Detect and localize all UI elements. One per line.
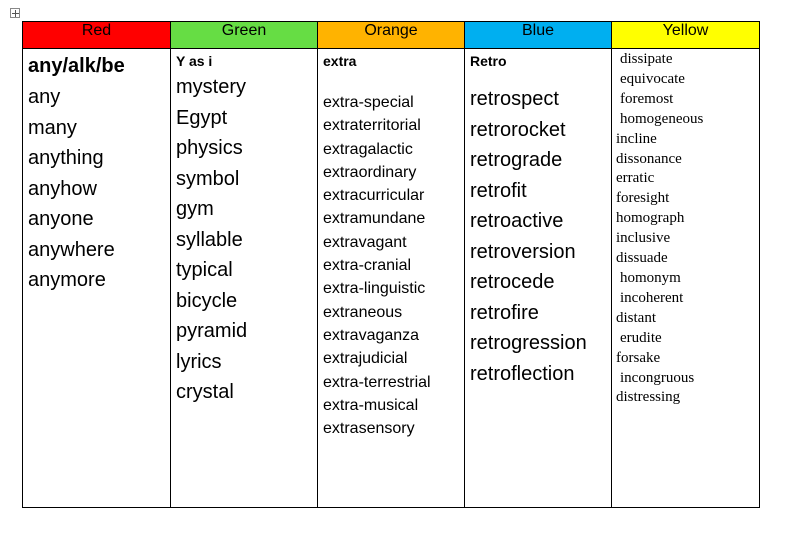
list-item: distressing [616,389,681,406]
list-item: extra-special [323,94,414,111]
green-heading: Y as i [176,53,213,69]
header-row: Red Green Orange Blue Yellow [22,21,760,49]
header-green: Green [170,21,318,49]
list-item: gym [176,198,214,220]
list-item: any [28,86,61,108]
list-item: anyhow [28,177,97,200]
list-item: retrofit [470,179,527,202]
list-item: retrofire [470,301,539,324]
list-item: pyramid [176,320,248,342]
list-item: extracurricular [323,187,425,205]
list-item: anymore [28,269,106,291]
list-item: incline [616,130,657,147]
list-item: lyrics [176,350,222,373]
list-item: anyone [28,208,94,230]
blue-heading: Retro [470,53,507,69]
list-item: erudite [620,329,662,346]
list-item: syllable [176,228,243,251]
list-item: extravagant [323,233,407,251]
list-item: distant [616,309,656,326]
red-heading: any/alk/be [28,55,125,77]
list-item: retroversion [470,240,576,263]
list-item: dissonance [616,150,682,167]
list-item: extra-linguistic [323,280,426,298]
list-item: erratic [616,170,655,187]
list-item: retrogression [470,332,587,354]
list-item: equivocate [620,70,685,87]
list-item: mystery [176,76,246,98]
list-item: dissipate [620,51,673,67]
list-item: extraordinary [323,163,417,181]
list-item: retrospect [470,88,559,110]
list-item: incongruous [620,369,695,386]
list-item: retroflection [470,362,575,385]
header-yellow: Yellow [611,21,760,49]
list-item: extrasensory [323,420,415,438]
list-item: extragalactic [323,140,413,158]
list-item: physics [176,137,243,159]
orange-column-cell: extra extra-special extraterritorial ext… [317,48,465,508]
list-item: dissuade [616,250,668,267]
list-item: foremost [620,90,674,107]
list-item: extravaganza [323,326,420,344]
list-item: incoherent [620,289,684,306]
list-item: anything [28,147,104,169]
red-column-cell: any/alk/be any many anything anyhow anyo… [22,48,171,508]
list-item: extramundane [323,210,426,228]
list-item: retrorocket [470,118,566,141]
list-item: extraneous [323,303,403,321]
header-red: Red [22,21,171,49]
list-item: Egypt [176,106,228,129]
list-item: extra-cranial [323,257,412,275]
list-item: inclusive [616,230,671,247]
yellow-column-cell: dissipate equivocate foremost homogeneou… [611,48,760,508]
list-item: homogeneous [620,110,704,127]
list-item: crystal [176,381,234,403]
list-item: retroactive [470,210,564,232]
list-item: extrajudicial [323,350,408,368]
list-item: extra-musical [323,396,419,414]
list-item: foresight [616,190,670,207]
word-color-table: Red Green Orange Blue Yellow any/alk/be … [22,21,760,508]
table-move-handle-icon[interactable] [10,8,20,18]
list-item: anywhere [28,238,115,261]
list-item: symbol [176,167,240,190]
header-orange: Orange [317,21,465,49]
orange-heading: extra [323,53,357,69]
list-item: homograph [616,210,685,227]
list-item: retrograde [470,149,563,171]
list-item: retrocede [470,271,555,293]
list-item: forsake [616,349,661,366]
list-item: typical [176,259,233,281]
list-item: many [28,116,77,139]
list-item: extra-terrestrial [323,373,431,391]
words-row: any/alk/be any many anything anyhow anyo… [22,48,760,508]
list-item: bicycle [176,289,238,312]
green-column-cell: Y as i mystery Egypt physics symbol gym … [170,48,318,508]
blue-column-cell: Retro retrospect retrorocket retrograde … [464,48,612,508]
list-item: extraterritorial [323,117,421,135]
list-item: homonym [620,269,681,286]
header-blue: Blue [464,21,612,49]
